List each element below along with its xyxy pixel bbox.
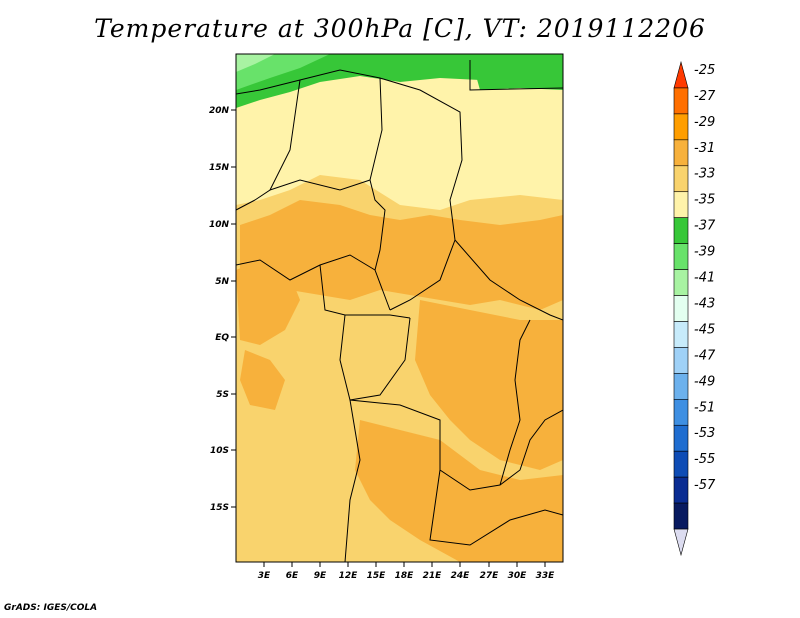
field-warm-central [240, 200, 563, 310]
lon-tick-3E: 3E [258, 571, 271, 581]
colorbar-label: -41 [694, 271, 715, 286]
field-palegreen-corner [236, 54, 275, 72]
colorbar-segment [673, 165, 689, 193]
colorbar-label: -51 [694, 400, 715, 415]
lon-tick-15E: 15E [367, 571, 387, 581]
colorbar-segment [673, 347, 689, 374]
field-warm-west [236, 260, 300, 345]
colorbar-segment [673, 217, 689, 244]
colorbar-label: -55 [694, 452, 715, 467]
colorbar-label: -39 [694, 245, 715, 260]
lon-tick-33E: 33E [536, 571, 556, 581]
lon-tick-9E: 9E [314, 571, 327, 581]
lat-tick-15N: 15N [209, 163, 230, 173]
colorbar-label: -29 [694, 115, 715, 130]
field-warm-west-2 [240, 350, 285, 410]
colorbar-label: -37 [694, 219, 716, 234]
field-lightgreen-corner [236, 54, 330, 90]
lat-axis: 20N 15N 10N 5N EQ 5S 10S 15S [209, 106, 236, 513]
country-borders [236, 60, 563, 562]
temperature-field [236, 54, 563, 562]
colorbar-label: -27 [694, 89, 716, 104]
colorbar-segment [673, 139, 689, 167]
field-green-northeast [470, 54, 563, 90]
lon-axis: 3E 6E 9E 12E 15E 18E 21E 24E 27E 30E 33E [258, 562, 555, 581]
chart-title: Temperature at 300hPa [C], VT: 201911220… [94, 14, 706, 43]
colorbar-segment [673, 191, 689, 218]
colorbar-segment [673, 528, 689, 557]
colorbar-segment [673, 295, 689, 322]
lon-tick-18E: 18E [395, 571, 415, 581]
colorbar-label: -25 [694, 63, 715, 78]
colorbar-segment [673, 321, 689, 348]
colorbar-label: -35 [694, 193, 715, 208]
colorbar-segment [673, 399, 689, 426]
colorbar: -25 -27 -29 -31 -33 -35 -37 -39 -41 -43 -45 -47 -49 -… [673, 60, 716, 557]
lat-tick-5S: 5S [216, 390, 229, 400]
colorbar-label: -33 [694, 167, 715, 182]
credit-text: GrADS: IGES/COLA [4, 603, 98, 613]
colorbar-label: -43 [694, 296, 715, 311]
colorbar-label: -57 [694, 478, 716, 493]
lat-tick-EQ: EQ [215, 333, 229, 343]
lat-tick-10N: 10N [209, 220, 230, 230]
lat-tick-10S: 10S [210, 446, 229, 456]
field-warm-east [415, 300, 563, 470]
colorbar-segment [673, 502, 689, 530]
colorbar-label: -45 [694, 322, 715, 337]
colorbar-label: -47 [694, 348, 716, 363]
lon-tick-12E: 12E [339, 571, 359, 581]
colorbar-segment [673, 113, 689, 141]
lon-tick-24E: 24E [451, 571, 471, 581]
colorbar-segment [673, 269, 689, 296]
lon-tick-27E: 27E [480, 571, 500, 581]
colorbar-segment [673, 476, 689, 504]
map-frame [235, 53, 564, 563]
lat-tick-15S: 15S [210, 503, 229, 513]
colorbar-label: -53 [694, 426, 715, 441]
lon-tick-21E: 21E [423, 571, 443, 581]
lon-tick-30E: 30E [508, 571, 528, 581]
colorbar-label: -49 [694, 374, 715, 389]
colorbar-segment [673, 243, 689, 270]
colorbar-segment [673, 450, 689, 478]
colorbar-segment [673, 373, 689, 400]
colorbar-segment [673, 424, 689, 452]
lat-tick-5N: 5N [215, 277, 229, 287]
lon-tick-6E: 6E [286, 571, 299, 581]
colorbar-segment [673, 60, 689, 89]
colorbar-label: -31 [694, 141, 715, 156]
field-cold-north [236, 54, 563, 210]
lat-tick-20N: 20N [209, 106, 230, 116]
field-warm-south [355, 420, 563, 562]
colorbar-segment [673, 87, 689, 115]
